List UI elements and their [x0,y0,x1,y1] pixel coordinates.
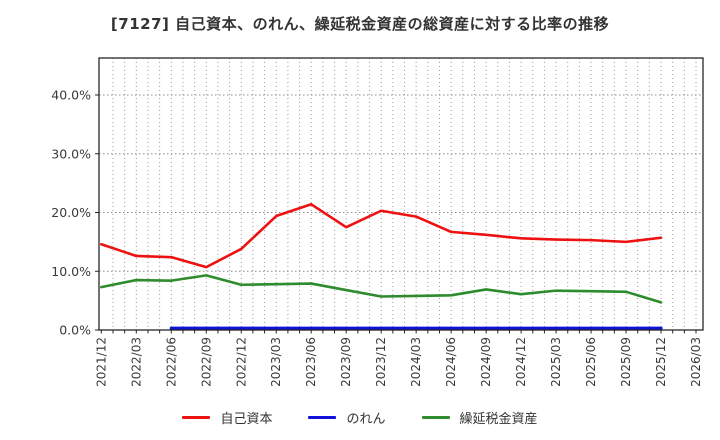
legend-item-goodwill: のれん [308,408,386,427]
svg-text:30.0%: 30.0% [51,146,91,161]
legend-label: 自己資本 [220,411,273,427]
blue-line-icon [308,415,337,419]
svg-text:2025/09: 2025/09 [619,337,633,387]
svg-text:2022/12: 2022/12 [234,337,248,387]
svg-text:2026/03: 2026/03 [689,337,703,387]
svg-text:2022/06: 2022/06 [164,337,178,387]
svg-text:2024/06: 2024/06 [444,337,458,387]
svg-text:2025/06: 2025/06 [584,337,598,387]
svg-text:2025/12: 2025/12 [654,337,668,387]
legend-label: のれん [346,411,386,427]
svg-text:2024/12: 2024/12 [514,337,528,387]
svg-text:10.0%: 10.0% [51,264,91,279]
svg-text:2021/12: 2021/12 [94,337,108,387]
svg-text:2023/09: 2023/09 [339,337,353,387]
svg-text:2023/06: 2023/06 [304,337,318,387]
svg-text:2023/03: 2023/03 [269,337,283,387]
svg-text:40.0%: 40.0% [51,88,91,103]
chart-title: [7127] 自己資本、のれん、繰延税金資産の総資産に対する比率の推移 [110,15,610,33]
svg-text:20.0%: 20.0% [51,205,91,220]
legend-label: 繰延税金資産 [459,411,538,427]
svg-text:2022/09: 2022/09 [199,337,213,387]
svg-text:2022/03: 2022/03 [129,337,143,387]
svg-text:0.0%: 0.0% [59,323,91,338]
svg-text:2024/03: 2024/03 [409,337,423,387]
red-line-icon [182,415,211,419]
legend-item-equity: 自己資本 [182,408,272,427]
svg-text:2023/12: 2023/12 [374,337,388,387]
green-line-icon [421,415,450,419]
svg-text:2024/09: 2024/09 [479,337,493,387]
legend-item-deferred-tax: 繰延税金資産 [421,408,538,427]
svg-text:2025/03: 2025/03 [549,337,563,387]
chart-legend: 自己資本 のれん 繰延税金資産 [0,404,720,430]
